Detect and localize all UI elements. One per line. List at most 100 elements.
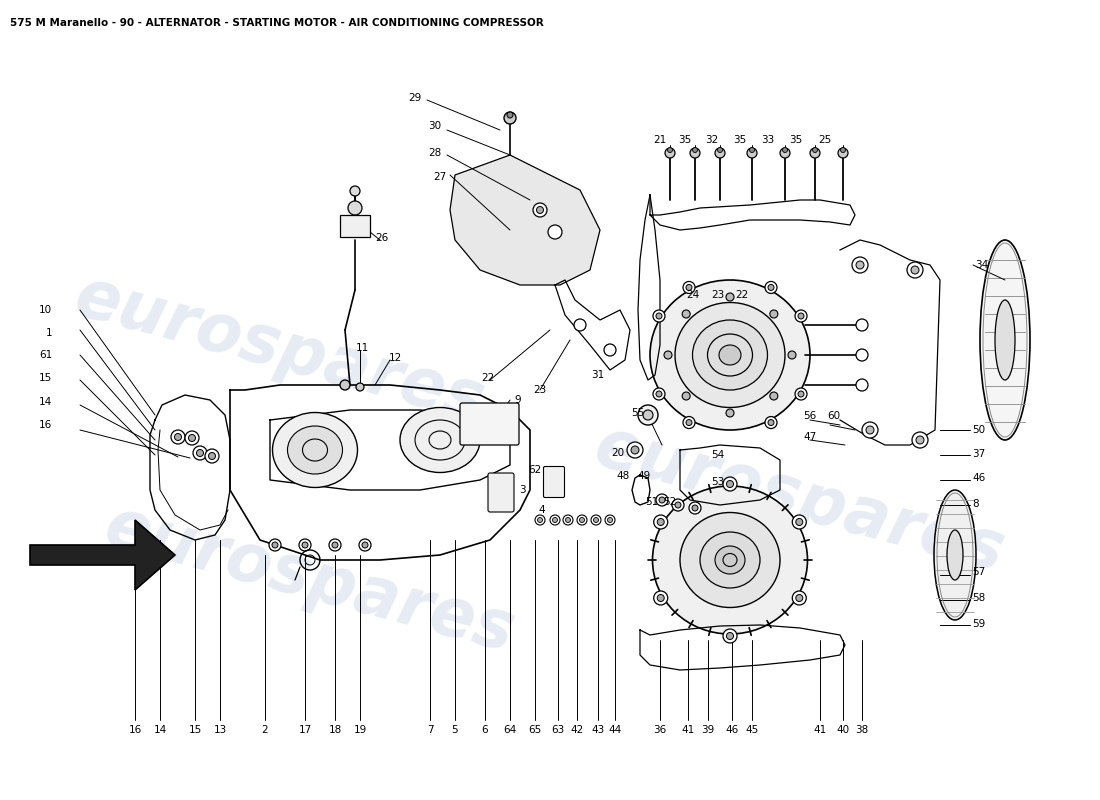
Text: 44: 44 [608,725,622,735]
Circle shape [908,262,923,278]
Circle shape [604,344,616,356]
Circle shape [565,518,571,522]
Circle shape [302,542,308,548]
Text: 31: 31 [592,370,605,380]
Circle shape [782,147,788,153]
Circle shape [666,148,675,158]
Text: 49: 49 [637,471,650,481]
Text: 35: 35 [790,135,803,145]
Text: 25: 25 [818,135,832,145]
Circle shape [550,515,560,525]
Text: 2: 2 [262,725,268,735]
Ellipse shape [693,320,768,390]
Circle shape [299,539,311,551]
Text: 40: 40 [836,725,849,735]
Text: eurospares: eurospares [98,494,522,666]
Circle shape [607,518,613,522]
Text: 10: 10 [39,305,52,315]
Circle shape [348,201,362,215]
Circle shape [631,446,639,454]
Circle shape [838,148,848,158]
Ellipse shape [650,280,810,430]
Text: 46: 46 [972,473,986,483]
Circle shape [856,261,864,269]
Circle shape [788,351,796,359]
Text: 19: 19 [353,725,366,735]
Text: 30: 30 [428,121,441,131]
Text: 5: 5 [452,725,459,735]
Circle shape [683,282,695,294]
Ellipse shape [996,300,1015,380]
Text: 21: 21 [653,135,667,145]
Circle shape [535,515,544,525]
Text: 11: 11 [355,343,368,353]
Circle shape [205,449,219,463]
Circle shape [672,499,684,511]
Circle shape [780,148,790,158]
Circle shape [627,442,644,458]
Text: 41: 41 [813,725,826,735]
Polygon shape [30,520,175,590]
Text: 33: 33 [761,135,774,145]
Circle shape [356,383,364,391]
Text: 9: 9 [515,395,521,405]
Text: 42: 42 [571,725,584,735]
Circle shape [856,349,868,361]
Text: 13: 13 [213,725,227,735]
Text: 57: 57 [972,567,986,577]
Ellipse shape [287,426,342,474]
Circle shape [768,419,774,426]
Circle shape [683,417,695,429]
Text: 575 M Maranello - 90 - ALTERNATOR - STARTING MOTOR - AIR CONDITIONING COMPRESSOR: 575 M Maranello - 90 - ALTERNATOR - STAR… [10,18,543,28]
Circle shape [580,518,584,522]
Text: 41: 41 [681,725,694,735]
Text: 52: 52 [663,497,676,507]
Text: 53: 53 [712,477,725,487]
Circle shape [605,515,615,525]
Circle shape [175,434,182,441]
Circle shape [656,391,662,397]
Circle shape [912,432,928,448]
Circle shape [795,388,807,400]
Text: 63: 63 [551,725,564,735]
Circle shape [726,481,734,487]
Text: 12: 12 [388,353,401,363]
Circle shape [856,379,868,391]
Circle shape [723,477,737,491]
Text: 34: 34 [976,260,989,270]
Circle shape [675,502,681,508]
Circle shape [764,282,777,294]
Circle shape [332,542,338,548]
FancyBboxPatch shape [488,473,514,512]
Ellipse shape [715,546,745,574]
Circle shape [340,380,350,390]
Circle shape [686,419,692,426]
Ellipse shape [700,532,760,588]
Circle shape [664,351,672,359]
Circle shape [689,502,701,514]
Circle shape [726,409,734,417]
Text: 61: 61 [39,350,52,360]
Text: 16: 16 [39,420,52,430]
Circle shape [813,147,817,153]
Ellipse shape [652,486,807,634]
Text: 23: 23 [712,290,725,300]
Circle shape [209,453,216,459]
Circle shape [534,203,547,217]
Circle shape [659,497,666,503]
Text: 32: 32 [705,135,718,145]
Text: 15: 15 [39,373,52,383]
Circle shape [192,446,207,460]
Ellipse shape [675,302,785,407]
Text: 26: 26 [375,233,388,243]
Text: 20: 20 [612,448,625,458]
Circle shape [840,147,846,153]
Circle shape [185,431,199,445]
Circle shape [768,285,774,290]
Text: 43: 43 [592,725,605,735]
Text: 36: 36 [653,725,667,735]
Text: 62: 62 [528,465,541,475]
Circle shape [548,225,562,239]
Circle shape [574,319,586,331]
Circle shape [656,313,662,319]
